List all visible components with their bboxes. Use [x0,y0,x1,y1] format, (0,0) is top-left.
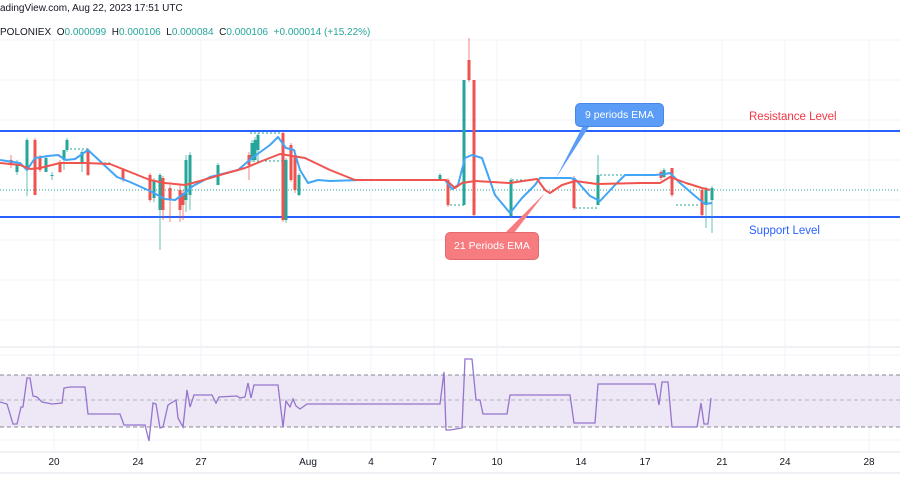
symbol-label: POLONIEX [0,27,52,38]
ema21-line [0,153,711,194]
x-axis-tick: 20 [48,457,60,468]
open-value: 0.000099 [64,27,107,38]
low-value: 0.000084 [171,27,214,38]
ohlc-legend: POLONIEX O0.000099 H0.000106 L0.000084 C… [0,27,371,38]
ema21-callout[interactable]: 21 Periods EMA [445,232,539,260]
x-axis-tick: 24 [779,457,791,468]
rsi-panel [0,358,900,442]
x-axis-tick: 17 [639,457,651,468]
x-axis-tick: 4 [368,457,374,468]
change-value: +0.000014 (+15.22%) [273,27,371,38]
x-axis-tick: 24 [132,457,144,468]
high-value: 0.000106 [119,27,161,38]
callout-pointers [505,122,592,233]
x-axis-tick: 27 [195,457,207,468]
support-level-label: Support Level [749,225,820,237]
close-value: 0.000106 [226,27,269,38]
resistance-level-label: Resistance Level [749,111,837,123]
x-axis-tick: 21 [716,457,728,468]
ema9-callout[interactable]: 9 periods EMA [575,103,664,127]
ema-lines [0,136,713,214]
x-axis-tick: Aug [299,457,317,468]
x-axis-tick: 7 [431,457,437,468]
x-axis-tick: 10 [491,457,503,468]
chart-source-line: adingView.com, Aug 22, 2023 17:51 UTC [0,3,183,14]
candlesticks [9,38,714,250]
rsi-line [0,358,712,442]
x-axis-tick: 28 [863,457,875,468]
x-axis-tick: 14 [575,457,587,468]
